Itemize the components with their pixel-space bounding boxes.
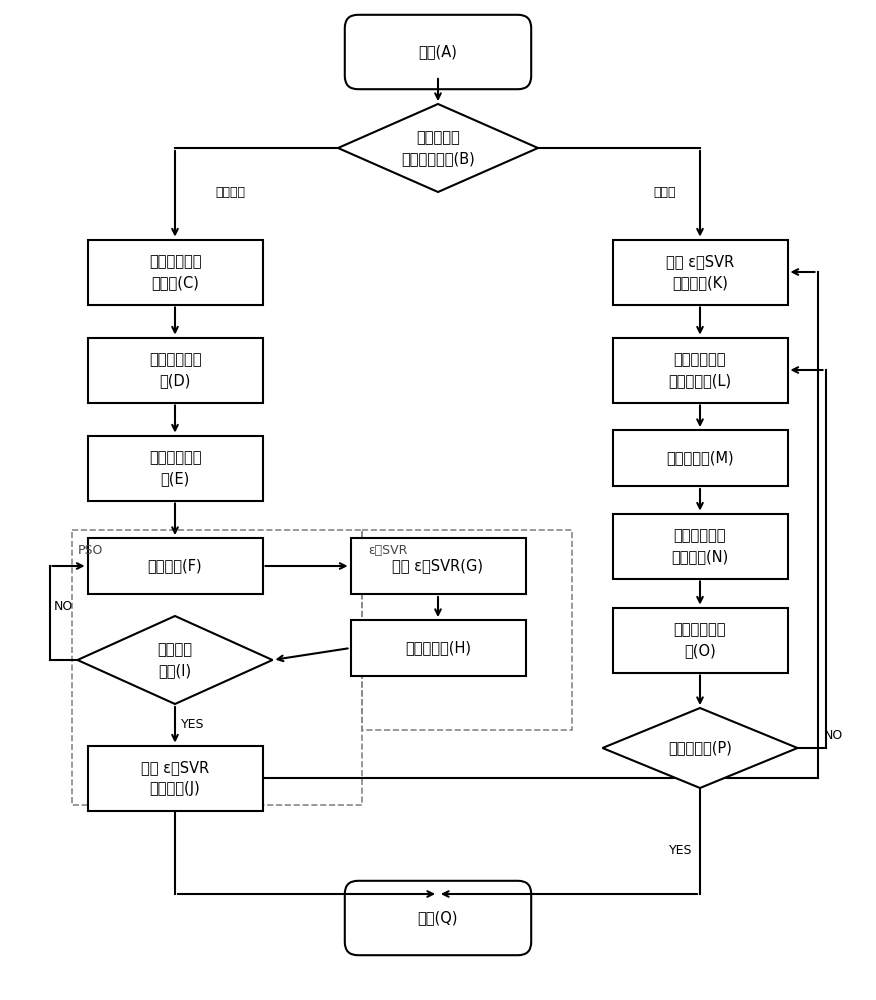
Bar <box>350 620 526 676</box>
Text: PSO: PSO <box>78 544 103 557</box>
Text: 训练 ε－SVR(G): 训练 ε－SVR(G) <box>392 558 484 574</box>
Bar <box>612 239 788 304</box>
Bar <box>88 538 263 594</box>
Text: 读取软测量模
型输入样本(L): 读取软测量模 型输入样本(L) <box>668 352 731 388</box>
Text: 计算适应度(H): 计算适应度(H) <box>405 641 471 656</box>
Text: NO: NO <box>53 600 73 613</box>
Bar <box>350 538 526 594</box>
Text: 训练样本预处
理(D): 训练样本预处 理(D) <box>149 352 201 388</box>
Text: 读取软测量训
练样本(C): 读取软测量训 练样本(C) <box>149 254 201 290</box>
Text: 参数选择(F): 参数选择(F) <box>148 558 202 574</box>
Bar <box>612 338 788 402</box>
FancyBboxPatch shape <box>345 15 531 89</box>
Text: 模型训练: 模型训练 <box>215 186 245 198</box>
Text: 游离度软测量
结果显示(N): 游离度软测量 结果显示(N) <box>671 528 729 564</box>
Text: 读取 ε－SVR
最优参数(K): 读取 ε－SVR 最优参数(K) <box>666 254 734 290</box>
Text: 模型参数初始
化(E): 模型参数初始 化(E) <box>149 450 201 486</box>
Bar <box>88 338 263 402</box>
Text: 软测量: 软测量 <box>653 186 676 198</box>
FancyBboxPatch shape <box>345 881 531 955</box>
Text: NO: NO <box>823 729 843 742</box>
Text: 结束(Q): 结束(Q) <box>418 910 458 926</box>
Text: 模型训练或
游离度软测量(B): 模型训练或 游离度软测量(B) <box>401 130 475 166</box>
Polygon shape <box>603 708 797 788</box>
Bar <box>88 746 263 810</box>
Text: ε－SVR: ε－SVR <box>368 544 407 557</box>
Bar <box>88 239 263 304</box>
Polygon shape <box>77 616 272 704</box>
Text: 建模误差
合格(I): 建模误差 合格(I) <box>158 642 193 678</box>
Text: 开始(A): 开始(A) <box>419 44 457 60</box>
Bar <box>88 436 263 500</box>
Text: 保存 ε－SVR
最优参数(J): 保存 ε－SVR 最优参数(J) <box>141 760 209 796</box>
Text: 软测量结束(P): 软测量结束(P) <box>668 740 732 756</box>
Bar <box>362 530 572 730</box>
Bar <box>612 607 788 672</box>
Text: 软测量运算(M): 软测量运算(M) <box>666 450 734 466</box>
Text: 软测量结果保
存(O): 软测量结果保 存(O) <box>674 622 726 658</box>
Polygon shape <box>338 104 538 192</box>
Text: YES: YES <box>668 844 692 857</box>
Bar <box>612 514 788 578</box>
Bar <box>612 430 788 486</box>
Bar <box>72 530 362 805</box>
Text: YES: YES <box>181 718 204 731</box>
